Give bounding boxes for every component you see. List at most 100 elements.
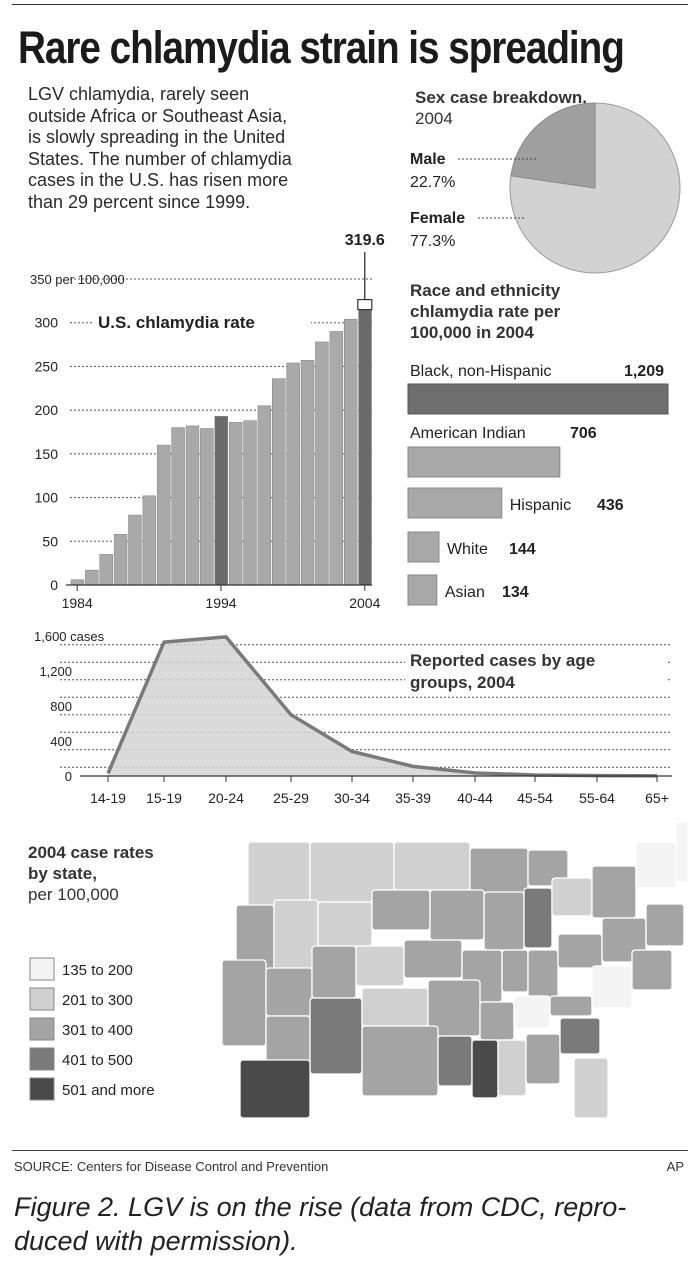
state-shape [557,933,603,969]
legend-label: 301 to 400 [62,1022,133,1039]
state-shape [631,949,673,991]
bar-1987 [113,533,128,586]
state-shape [471,1039,499,1099]
intro-line: LGV chlamydia, rarely seen [28,84,250,104]
bar-1988 [128,514,142,586]
pie-title-year: 2004 [415,109,453,128]
age-area [108,636,657,776]
state-shape [309,997,363,1075]
y-tick-label: 300 [35,315,59,331]
y-tick-label: 200 [35,402,59,418]
map-title-line: per 100,000 [28,885,119,904]
intro-line: cases in the U.S. has risen more [28,170,289,190]
state-shape [239,1059,311,1119]
race-value-american-indian: 706 [570,425,597,442]
state-shape [361,1025,439,1097]
bottom-rule [12,1150,688,1151]
state-shape [265,967,313,1017]
infographic-canvas: 0 50 100 150 200 250 300 350 per 100,000 1984 199… [28,88,689,1119]
state-shape [361,987,429,1027]
bar-1997 [257,405,272,586]
bar-1995 [228,422,243,586]
state-shape [645,903,685,947]
age-x-tick-label: 45-54 [517,790,553,806]
bar-1984 [70,579,85,586]
age-x-tick-label: 65+ [645,790,669,806]
annotation-value: 319.6 [345,232,385,249]
age-y-tick-label: 1,200 [39,664,72,679]
legend-swatch [29,1077,55,1101]
race-bar-black [407,383,669,415]
intro-text: LGV chlamydia, rarely seen outside Afric… [28,84,348,213]
pie-value-female: 77.3% [410,233,455,250]
race-bar-american-indian [407,446,561,478]
state-shape [513,995,551,1029]
age-y-tick-label: 800 [50,699,72,714]
legend-label: 201 to 300 [62,992,133,1009]
state-shape [635,841,677,889]
state-shape [437,1035,473,1087]
intro-line: outside Africa or Southeast Asia, [28,105,288,126]
race-bar-asian [407,574,438,606]
bar-2002 [329,331,344,586]
y-tick-label: 250 [35,358,59,374]
state-shape [527,849,569,887]
page-title: Rare chlamydia strain is spreading [18,22,625,73]
race-title-line: chlamydia rate per [410,302,561,321]
state-shape [573,1057,609,1119]
state-shape [675,821,689,883]
age-x-tick-label: 40-44 [457,790,493,806]
race-label-hispanic: Hispanic [510,497,571,514]
age-x-tick-label: 30-34 [334,790,370,806]
age-x-tick-label: 15-19 [146,790,182,806]
bar-1989 [142,495,157,586]
y-tick-label: 0 [50,577,58,593]
pie-slice-male [510,102,596,189]
pie-title: Sex case breakdown, [415,88,587,107]
state-shape [591,865,637,919]
bar-2000 [300,360,315,586]
y-tick-label: 350 per 100,000 [30,272,125,287]
state-shape [479,1001,515,1041]
y-tick-label: 100 [35,490,59,506]
state-shape [549,995,593,1017]
chart-title: U.S. chlamydia rate [98,313,255,332]
race-label-black: Black, non-Hispanic [410,363,551,380]
race-bar-white [407,531,440,563]
state-shape [221,959,267,1047]
age-y-tick-label: 400 [50,734,72,749]
state-shape [501,949,529,993]
state-shape [497,1039,527,1097]
bar-1991 [171,427,185,586]
y-tick-label: 150 [35,446,59,462]
bar-1996 [243,420,257,586]
source-note: SOURCE: Centers for Disease Control and … [14,1159,329,1174]
race-label-american-indian: American Indian [410,425,526,442]
race-value-white: 144 [509,541,536,558]
race-bar-hispanic [407,487,503,519]
pie-label-female: Female [410,210,465,227]
state-shape [559,1017,601,1055]
state-shape [371,889,431,931]
state-shape [429,889,485,941]
age-x-tick-label: 20-24 [208,790,244,806]
state-shape [317,901,373,947]
bar-1993 [200,428,214,586]
state-shape [483,891,525,951]
legend-swatch [29,1047,55,1071]
annotation-marker [357,298,373,311]
bar-1999 [286,362,300,586]
race-title-line: 100,000 in 2004 [410,323,534,342]
race-title-line: Race and ethnicity [410,281,561,300]
legend-swatch [29,1017,55,1041]
bar-1998 [272,378,286,586]
intro-line: is slowly spreading in the United [28,127,286,147]
caption-line: duced with permission). [14,1226,298,1256]
state-shape [551,877,593,917]
y-tick-label: 50 [42,533,58,549]
bar-2003 [343,318,358,586]
bar-2001 [315,341,329,586]
pie-value-male: 22.7% [410,174,455,191]
pie-label-male: Male [410,151,446,168]
bar-1994 [214,415,228,586]
